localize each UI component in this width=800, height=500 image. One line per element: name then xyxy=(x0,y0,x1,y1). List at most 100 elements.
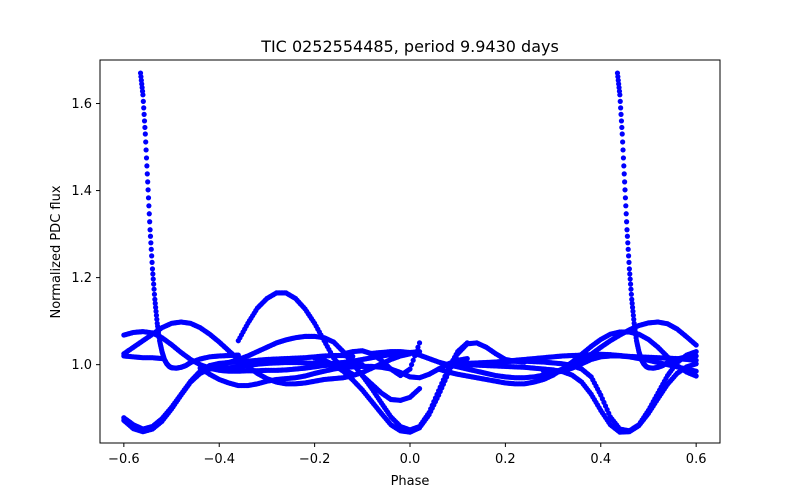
data-point xyxy=(152,300,158,306)
x-tick-label: 0.0 xyxy=(400,452,421,467)
data-point xyxy=(416,386,423,392)
data-point xyxy=(147,227,153,233)
chart-title: TIC 0252554485, period 9.9430 days xyxy=(260,37,559,56)
data-point xyxy=(149,266,156,272)
data-point xyxy=(625,246,631,252)
series-18 xyxy=(540,353,699,376)
data-point xyxy=(629,296,635,302)
data-point xyxy=(693,373,699,379)
data-point xyxy=(619,131,625,137)
series-17 xyxy=(614,70,699,371)
data-point xyxy=(150,276,156,282)
series-2 xyxy=(121,328,365,374)
data-point xyxy=(627,271,633,277)
data-point xyxy=(621,163,627,169)
data-point xyxy=(143,155,150,161)
data-point xyxy=(408,362,415,368)
series-6 xyxy=(235,290,356,377)
data-point xyxy=(154,316,160,322)
data-point xyxy=(145,195,152,201)
data-point xyxy=(693,368,699,374)
data-point xyxy=(141,118,148,124)
data-point xyxy=(142,124,148,131)
data-point xyxy=(622,187,628,193)
data-point xyxy=(617,98,623,104)
data-point xyxy=(629,300,635,306)
x-axis-ticks: −0.6 −0.4 −0.2 0.0 0.2 0.4 0.6 xyxy=(108,443,706,467)
data-point xyxy=(149,253,155,259)
data-point xyxy=(141,105,147,111)
data-point xyxy=(622,179,628,185)
data-point xyxy=(623,203,629,209)
data-point xyxy=(153,312,160,318)
data-point xyxy=(147,233,154,239)
data-point xyxy=(618,118,625,124)
data-point xyxy=(350,353,356,359)
data-point xyxy=(142,131,148,137)
data-point xyxy=(410,357,416,363)
series-11 xyxy=(340,340,423,379)
data-point xyxy=(629,304,636,310)
y-tick-label: 1.2 xyxy=(71,271,92,286)
data-point xyxy=(464,355,470,362)
y-tick-label: 1.0 xyxy=(71,358,92,373)
data-point xyxy=(148,240,154,246)
series-5 xyxy=(137,70,241,371)
data-point xyxy=(145,187,151,193)
data-point xyxy=(140,92,146,98)
data-point xyxy=(620,139,626,145)
data-point xyxy=(619,124,625,131)
data-point xyxy=(630,308,636,314)
data-point xyxy=(622,195,629,201)
data-point xyxy=(625,240,631,246)
data-point xyxy=(144,163,150,169)
x-tick-label: 0.2 xyxy=(495,452,516,467)
data-point xyxy=(150,271,156,277)
data-point xyxy=(693,349,699,355)
data-point xyxy=(621,171,627,177)
data-point xyxy=(149,259,155,265)
data-points-layer xyxy=(121,70,699,435)
x-tick-label: −0.4 xyxy=(203,452,235,467)
x-tick-label: 0.4 xyxy=(590,452,611,467)
y-axis-label: Normalized PDC flux xyxy=(49,185,64,318)
data-point xyxy=(631,316,637,322)
data-point xyxy=(623,211,629,217)
data-point xyxy=(151,291,158,297)
data-point xyxy=(146,211,152,217)
data-point xyxy=(627,281,634,287)
x-tick-label: −0.2 xyxy=(299,452,331,467)
series-7 xyxy=(197,355,470,389)
data-point xyxy=(143,139,149,145)
x-tick-label: −0.6 xyxy=(108,452,140,467)
data-point xyxy=(153,304,159,310)
data-point xyxy=(146,203,152,209)
data-point xyxy=(147,219,153,225)
data-point xyxy=(624,219,630,225)
data-point xyxy=(628,291,634,297)
y-tick-label: 1.4 xyxy=(71,184,92,199)
data-point xyxy=(416,340,423,346)
data-point xyxy=(148,246,154,252)
series-15 xyxy=(464,361,699,435)
x-tick-label: 0.6 xyxy=(686,452,707,467)
data-point xyxy=(141,111,147,117)
data-point xyxy=(620,147,626,153)
data-point xyxy=(626,259,632,265)
data-point xyxy=(617,92,623,98)
data-point xyxy=(151,286,157,292)
y-axis-ticks: 1.0 1.2 1.4 1.6 xyxy=(71,97,100,373)
data-point xyxy=(693,342,699,348)
data-point xyxy=(415,344,421,350)
series-10 xyxy=(359,372,423,403)
data-point xyxy=(143,147,149,153)
data-point xyxy=(624,233,631,239)
data-point xyxy=(153,308,159,314)
data-point xyxy=(626,266,632,272)
data-point xyxy=(627,276,633,282)
data-point xyxy=(407,366,413,372)
data-point xyxy=(625,253,632,259)
data-point xyxy=(151,281,157,287)
data-point xyxy=(152,296,158,302)
